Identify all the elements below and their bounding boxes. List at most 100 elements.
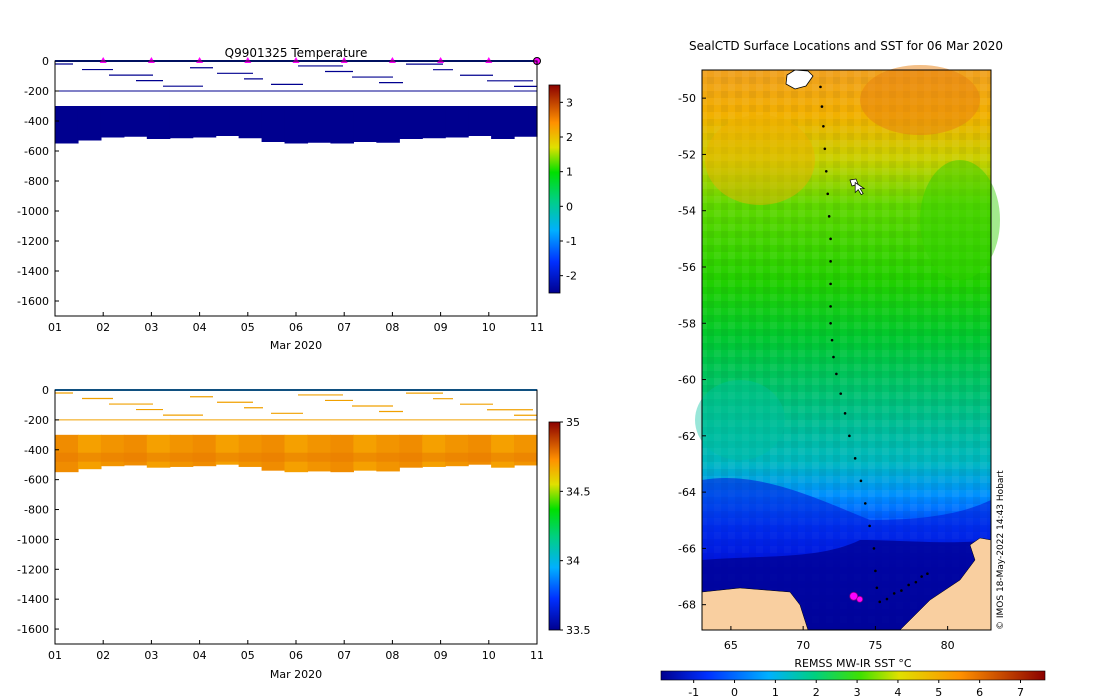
sst-map-title: SealCTD Surface Locations and SST for 06… [689,39,1003,53]
track-position [920,575,923,578]
deep-profile-column [238,106,263,139]
deep-profile-column [169,106,194,139]
colorbar-tick-label: 3 [854,686,861,699]
salinity-panel: 01 02 03 04 05 06 07 08 09 10 11 0 -200 -400 -600 -800… [17,384,590,681]
deep-profile-column [100,106,125,138]
sst-warm-patch [860,65,980,135]
imos-credit: © IMOS 18-May-2022 14:43 Hobart [996,470,1006,630]
track-position [832,355,835,359]
deep-profile-column [261,106,286,142]
track-position [820,105,824,108]
track-position [859,479,863,483]
track-position [829,321,832,325]
colorbar-tick-label: 33.5 [566,624,591,637]
colorbar-tick-label: 4 [894,686,901,699]
track-position [835,372,838,376]
salinity-x-label: Mar 2020 [270,668,322,681]
y-tick-label: -400 [24,115,49,128]
salinity-x-ticks: 01 02 03 04 05 06 07 08 09 10 11 [48,640,544,662]
track-position [848,434,851,438]
sst-map-y-ticks: -50 -52 -54 -56 -58 -60 -62 -64 -66 -68 [678,92,706,612]
sst-map-frame [701,69,992,631]
x-tick-label: 03 [144,649,158,662]
sst-map-panel: SealCTD Surface Locations and SST for 06… [660,39,1046,699]
y-tick-label: -1000 [17,205,49,218]
temperature-panel: Q9901325 Temperature 01 02 03 04 05 06 07 08 09 1… [17,46,577,352]
y-tick-label: -50 [678,92,696,105]
x-tick-label: 03 [144,321,158,334]
y-tick-label: 0 [42,384,49,397]
sst-colorbar [660,670,1046,681]
sst-cool-patch [695,380,785,460]
x-tick-label: 80 [941,639,955,652]
mouse-cursor-icon [854,181,866,196]
salinity-dense-band [55,452,537,462]
x-tick-label: 75 [868,639,882,652]
colorbar-tick-label: 35 [566,416,580,429]
y-tick-label: -66 [678,542,696,555]
y-tick-label: -1000 [17,533,49,546]
x-tick-label: 01 [48,649,62,662]
deep-profile-column [330,106,354,144]
sst-green-patch [920,160,1000,280]
y-tick-label: -1200 [17,235,49,248]
track-position [892,592,896,595]
y-tick-label: 0 [42,55,49,68]
y-tick-label: -600 [24,145,49,158]
temperature-colorbar-ticks: 3 2 1 0 -1 -2 [560,96,577,283]
deep-profile-column [514,106,538,137]
track-position [863,502,867,505]
track-position [853,457,857,460]
track-position [907,583,910,587]
colorbar-tick-label: 34 [566,555,580,568]
x-tick-label: 08 [385,649,399,662]
track-position [830,338,834,342]
track-position [868,524,871,528]
temperature-colorbar [548,84,561,294]
track-position [829,305,832,308]
deep-profile-column [238,434,263,467]
sst-map-x-ticks: 65 70 75 80 [724,626,955,652]
track-position [874,569,877,573]
y-tick-label: -1600 [17,623,49,636]
track-position [900,589,903,592]
track-position [826,192,830,196]
deep-profile-column [215,106,240,136]
x-tick-label: 65 [724,639,738,652]
x-tick-label: 05 [241,649,255,662]
salinity-y-ticks: 0 -200 -400 -600 -800 -1000 -1200 -1400 -1600 [17,384,59,636]
x-tick-label: 06 [289,321,303,334]
colorbar-tick-label: 34.5 [566,485,591,498]
colorbar-tick-label: 1 [566,166,573,179]
x-tick-label: 06 [289,649,303,662]
track-position [819,85,822,89]
y-tick-label: -58 [678,317,696,330]
track-position [875,586,879,590]
deep-profile-column [491,106,515,139]
deep-profile-column [491,434,515,468]
deep-profile-column [468,106,492,136]
x-tick-label: 02 [96,321,110,334]
y-tick-label: -68 [678,599,696,612]
colorbar-tick-label: -1 [566,235,577,248]
salinity-colorbar [548,421,561,631]
x-tick-label: 04 [193,321,207,334]
deep-profile-column [123,106,148,137]
track-position [914,580,918,584]
deep-profile-column [307,106,332,143]
x-tick-label: 10 [482,321,496,334]
track-position [829,282,832,286]
y-tick-label: -1400 [17,265,49,278]
track-position [926,572,929,576]
salinity-axes-frame [54,389,538,645]
track-position [824,170,828,173]
sst-warm-patch [705,115,815,205]
salinity-colorbar-ticks: 35 34.5 34 33.5 [560,416,591,637]
y-tick-label: -1600 [17,295,49,308]
y-tick-label: -52 [678,148,696,161]
x-tick-label: 09 [434,649,448,662]
salinity-data [55,389,538,473]
deep-profile-column [399,106,423,139]
x-tick-label: 02 [96,649,110,662]
temperature-x-label: Mar 2020 [270,339,322,352]
